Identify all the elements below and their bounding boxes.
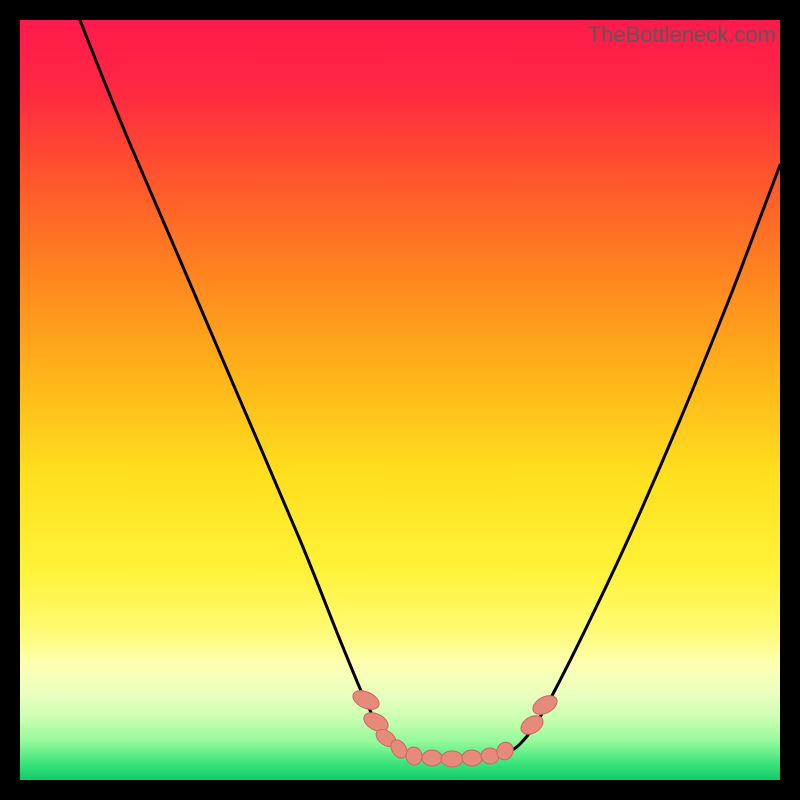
watermark-text: TheBottleneck.com bbox=[588, 22, 776, 48]
bottleneck-curve bbox=[72, 0, 780, 758]
curve-marker bbox=[530, 692, 560, 718]
curve-marker bbox=[422, 750, 442, 766]
chart-svg bbox=[0, 0, 800, 800]
curve-marker bbox=[462, 749, 483, 766]
curve-marker bbox=[441, 751, 463, 767]
chart-frame: TheBottleneck.com bbox=[0, 0, 800, 800]
curve-marker bbox=[405, 746, 424, 767]
curve-marker bbox=[350, 687, 382, 713]
